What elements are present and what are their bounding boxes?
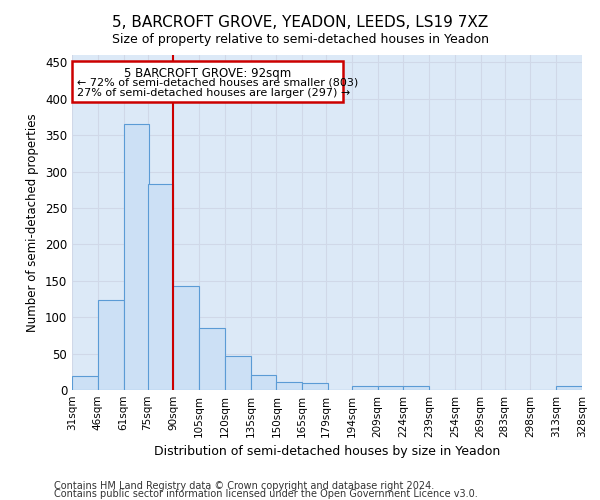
Text: Contains HM Land Registry data © Crown copyright and database right 2024.: Contains HM Land Registry data © Crown c… <box>54 481 434 491</box>
Bar <box>173 286 199 390</box>
Bar <box>556 386 582 390</box>
Bar <box>199 328 225 390</box>
Text: Size of property relative to semi-detached houses in Yeadon: Size of property relative to semi-detach… <box>112 32 488 46</box>
Y-axis label: Number of semi-detached properties: Number of semi-detached properties <box>26 113 40 332</box>
Text: 5, BARCROFT GROVE, YEADON, LEEDS, LS19 7XZ: 5, BARCROFT GROVE, YEADON, LEEDS, LS19 7… <box>112 15 488 30</box>
Text: Contains public sector information licensed under the Open Government Licence v3: Contains public sector information licen… <box>54 489 478 499</box>
Bar <box>403 386 429 390</box>
Bar <box>72 376 98 390</box>
Bar <box>251 376 277 390</box>
X-axis label: Distribution of semi-detached houses by size in Yeadon: Distribution of semi-detached houses by … <box>154 446 500 458</box>
Bar <box>277 382 302 390</box>
Bar <box>225 356 251 390</box>
Bar <box>98 300 124 390</box>
Bar <box>302 382 328 390</box>
Text: 5 BARCROFT GROVE: 92sqm: 5 BARCROFT GROVE: 92sqm <box>124 66 291 80</box>
Bar <box>377 386 403 390</box>
Text: ← 72% of semi-detached houses are smaller (803): ← 72% of semi-detached houses are smalle… <box>77 78 358 88</box>
Bar <box>352 386 377 390</box>
FancyBboxPatch shape <box>72 61 343 102</box>
Text: 27% of semi-detached houses are larger (297) →: 27% of semi-detached houses are larger (… <box>77 88 350 99</box>
Bar <box>124 124 149 390</box>
Bar <box>148 184 173 390</box>
